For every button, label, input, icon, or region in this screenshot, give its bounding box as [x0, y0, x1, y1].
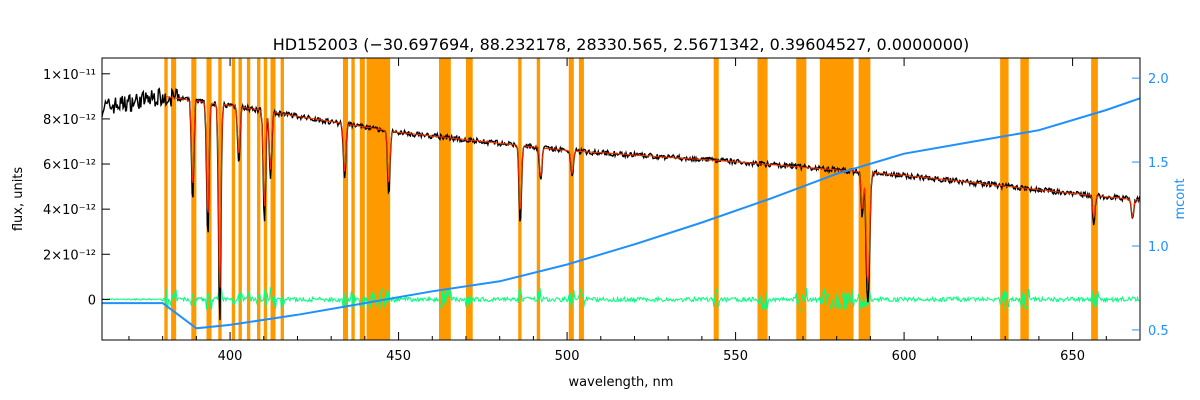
masked-region: [270, 58, 276, 340]
masked-region: [757, 58, 768, 340]
x-axis-label: wavelength, nm: [569, 375, 674, 390]
masked-region: [342, 58, 349, 340]
masked-region: [238, 58, 242, 340]
masked-region: [1091, 58, 1098, 340]
masked-region: [191, 58, 197, 340]
masked-region: [536, 58, 541, 340]
series-layer: [101, 87, 1141, 330]
y-tick-label: 4×10⁻¹²: [43, 203, 96, 218]
masked-region: [246, 58, 251, 340]
y-axis-label: flux, units: [11, 167, 26, 232]
masked-region: [164, 58, 168, 340]
masked-region: [439, 58, 451, 340]
y-tick-label: 8×10⁻¹²: [43, 113, 96, 128]
fit-line: [165, 96, 1141, 288]
y-tick-label: 2×10⁻¹²: [43, 248, 96, 263]
masked-region: [1000, 58, 1009, 340]
masked-region: [359, 58, 365, 340]
masked-region: [231, 58, 236, 340]
masked-region: [218, 58, 222, 340]
mcont-line: [102, 97, 1141, 330]
masked-region: [713, 58, 719, 340]
masked-region: [280, 58, 284, 340]
y2-tick-label: 0.5: [1148, 324, 1169, 339]
plot-frame: [101, 57, 1141, 341]
masked-region: [171, 58, 177, 340]
y-tick-label: 0: [88, 293, 96, 308]
residuals-line: [101, 287, 1141, 312]
chart-title: HD152003 (−30.697694, 88.232178, 28330.5…: [273, 35, 970, 54]
y2-tick-label: 2.0: [1148, 72, 1169, 87]
y2-tick-label: 1.5: [1148, 156, 1169, 171]
masked-region: [568, 58, 574, 340]
masked-region: [1020, 58, 1029, 340]
x-tick-label: 650: [1060, 349, 1085, 364]
model-line: [165, 95, 1141, 310]
masked-region: [465, 58, 473, 340]
masked-region: [351, 58, 355, 340]
x-tick-label: 400: [218, 349, 243, 364]
axis-layer: 400 450 500 550 600 650 0 2×10⁻¹² 4×10⁻¹² 6×10⁻¹²…: [43, 58, 1169, 364]
y2-tick-label: 1.0: [1148, 240, 1169, 255]
masked-region: [257, 58, 261, 340]
x-tick-label: 500: [555, 349, 580, 364]
y2-axis-label: mcont: [1173, 178, 1188, 219]
x-tick-label: 600: [892, 349, 917, 364]
y-tick-label: 6×10⁻¹²: [43, 158, 96, 173]
x-tick-label: 450: [386, 349, 411, 364]
masked-region: [796, 58, 807, 340]
x-tick-label: 550: [723, 349, 748, 364]
masked-region: [578, 58, 584, 340]
y-tick-label: 1×10⁻¹¹: [43, 68, 96, 83]
